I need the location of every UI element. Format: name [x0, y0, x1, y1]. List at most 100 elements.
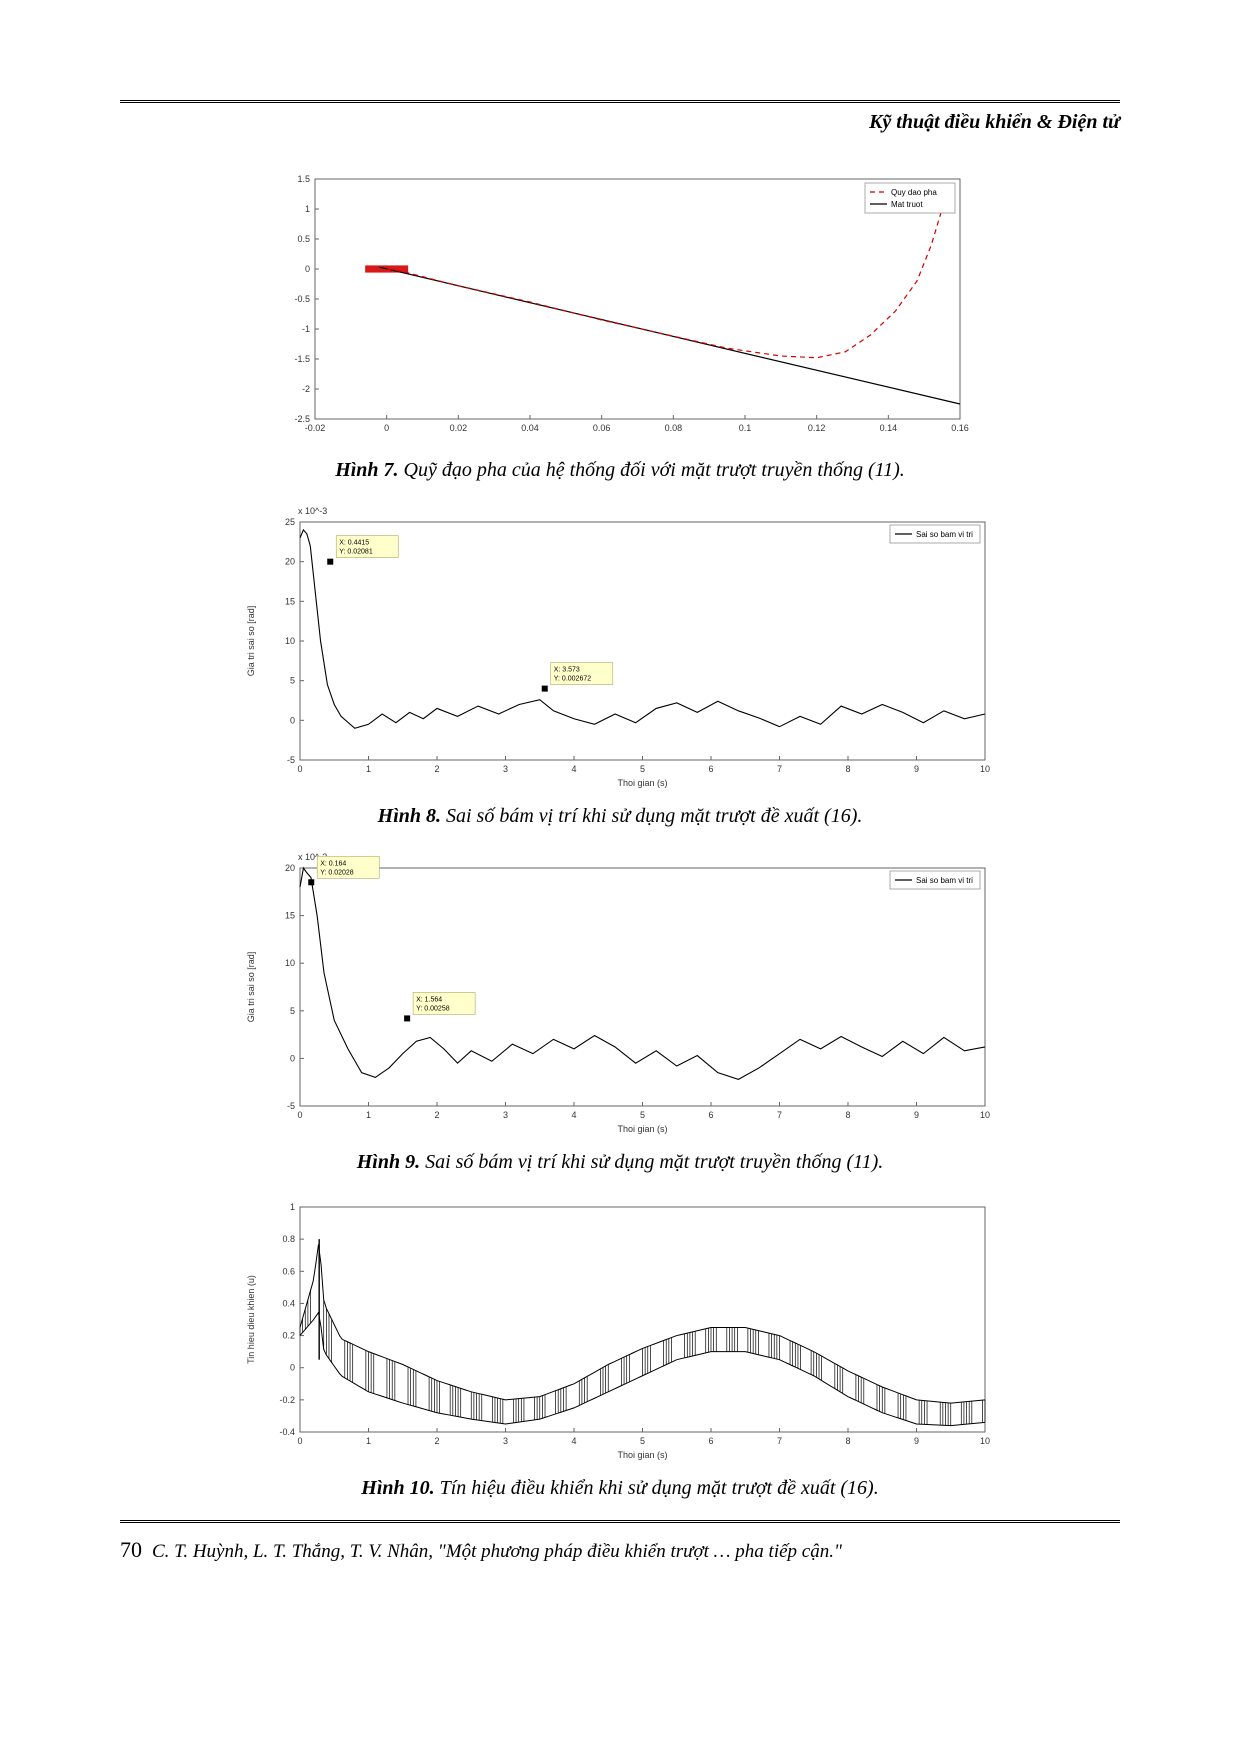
svg-text:0.04: 0.04: [521, 423, 539, 433]
svg-text:0.6: 0.6: [282, 1266, 295, 1276]
svg-text:Gia tri sai so [rad]: Gia tri sai so [rad]: [246, 606, 256, 677]
svg-text:-1.5: -1.5: [294, 354, 310, 364]
svg-text:8: 8: [845, 1110, 850, 1120]
svg-text:1: 1: [366, 1436, 371, 1446]
fig7-caption: Hình 7. Quỹ đạo pha của hệ thống đối với…: [120, 459, 1120, 482]
svg-text:-0.5: -0.5: [294, 294, 310, 304]
svg-text:-0.02: -0.02: [305, 423, 326, 433]
svg-text:0.2: 0.2: [282, 1331, 295, 1341]
svg-text:15: 15: [285, 911, 295, 921]
fig9-caption: Hình 9. Sai số bám vị trí khi sử dụng mặ…: [120, 1151, 1120, 1174]
svg-text:X: 0.164: X: 0.164: [320, 860, 346, 867]
svg-text:-1: -1: [302, 324, 310, 334]
svg-text:25: 25: [285, 517, 295, 527]
svg-text:0: 0: [297, 764, 302, 774]
fig7-chart: -0.0200.020.040.060.080.10.120.140.16-2.…: [260, 164, 980, 444]
svg-text:0.08: 0.08: [665, 423, 683, 433]
svg-text:7: 7: [777, 764, 782, 774]
svg-text:6: 6: [708, 1436, 713, 1446]
svg-text:10: 10: [980, 1436, 990, 1446]
svg-text:6: 6: [708, 1110, 713, 1120]
svg-text:-5: -5: [287, 755, 295, 765]
svg-text:10: 10: [285, 958, 295, 968]
svg-text:7: 7: [777, 1110, 782, 1120]
svg-text:9: 9: [914, 764, 919, 774]
svg-text:0.16: 0.16: [951, 423, 969, 433]
svg-text:1: 1: [366, 764, 371, 774]
footer-text: C. T. Huỳnh, L. T. Thắng, T. V. Nhân, "M…: [152, 1541, 842, 1563]
figure-9: 012345678910-505101520x 10^-3Thoi gian (…: [120, 846, 1120, 1141]
svg-text:0.8: 0.8: [282, 1234, 295, 1244]
svg-text:5: 5: [640, 1436, 645, 1446]
svg-text:20: 20: [285, 863, 295, 873]
svg-text:Thoi gian (s): Thoi gian (s): [617, 778, 667, 788]
svg-text:10: 10: [285, 636, 295, 646]
svg-text:-5: -5: [287, 1101, 295, 1111]
svg-text:4: 4: [571, 1110, 576, 1120]
svg-text:-2.5: -2.5: [294, 414, 310, 424]
svg-text:Y: 0.02028: Y: 0.02028: [320, 869, 354, 876]
svg-text:Quy dao pha: Quy dao pha: [891, 188, 937, 197]
svg-text:5: 5: [290, 1006, 295, 1016]
svg-text:0.14: 0.14: [880, 423, 898, 433]
svg-text:2: 2: [434, 764, 439, 774]
fig8-chart: 012345678910-50510152025x 10^-3Thoi gian…: [240, 500, 1000, 790]
footer-rule: [120, 1520, 1120, 1523]
header-rule: [120, 100, 1120, 103]
fig9-chart: 012345678910-505101520x 10^-3Thoi gian (…: [240, 846, 1000, 1136]
svg-text:0.02: 0.02: [450, 423, 468, 433]
svg-text:0: 0: [290, 1363, 295, 1373]
svg-text:3: 3: [503, 1436, 508, 1446]
svg-text:10: 10: [980, 764, 990, 774]
svg-text:0.1: 0.1: [739, 423, 752, 433]
svg-text:0: 0: [290, 1053, 295, 1063]
header-text: Kỹ thuật điều khiển & Điện tử: [120, 111, 1120, 134]
svg-text:3: 3: [503, 764, 508, 774]
svg-text:0: 0: [297, 1110, 302, 1120]
svg-text:1: 1: [290, 1202, 295, 1212]
svg-text:4: 4: [571, 1436, 576, 1446]
svg-text:10: 10: [980, 1110, 990, 1120]
svg-text:15: 15: [285, 596, 295, 606]
svg-text:20: 20: [285, 557, 295, 567]
svg-text:0: 0: [297, 1436, 302, 1446]
svg-text:X: 1.564: X: 1.564: [416, 996, 442, 1003]
svg-text:0: 0: [384, 423, 389, 433]
figure-10: 0 1 2 3 4 5 6 7 8 9 10 -0.4 -0.2 0 0.2 0.4 0.6 0.8 1 Thoi g…: [120, 1192, 1120, 1467]
svg-text:1: 1: [366, 1110, 371, 1120]
svg-text:Sai so bam vi tri: Sai so bam vi tri: [916, 530, 973, 539]
svg-text:Mat truot: Mat truot: [891, 200, 923, 209]
svg-text:7: 7: [777, 1436, 782, 1446]
svg-text:9: 9: [914, 1436, 919, 1446]
svg-text:1.5: 1.5: [297, 174, 310, 184]
svg-text:X: 0.4415: X: 0.4415: [339, 540, 369, 547]
svg-text:5: 5: [640, 1110, 645, 1120]
svg-text:5: 5: [640, 764, 645, 774]
svg-text:0.12: 0.12: [808, 423, 826, 433]
svg-text:-0.2: -0.2: [279, 1395, 295, 1405]
svg-text:1: 1: [305, 204, 310, 214]
svg-text:8: 8: [845, 1436, 850, 1446]
svg-text:X: 3.573: X: 3.573: [554, 667, 580, 674]
fig8-caption: Hình 8. Sai số bám vị trí khi sử dụng mặ…: [120, 805, 1120, 828]
svg-text:Gia tri sai so [rad]: Gia tri sai so [rad]: [246, 952, 256, 1023]
svg-text:4: 4: [571, 764, 576, 774]
figure-8: 012345678910-50510152025x 10^-3Thoi gian…: [120, 500, 1120, 795]
svg-text:0.4: 0.4: [282, 1298, 295, 1308]
svg-text:2: 2: [434, 1436, 439, 1446]
fig10-caption: Hình 10. Tín hiệu điều khiển khi sử dụng…: [120, 1477, 1120, 1500]
svg-text:Thoi gian (s): Thoi gian (s): [617, 1450, 667, 1460]
svg-text:9: 9: [914, 1110, 919, 1120]
svg-text:-0.4: -0.4: [279, 1427, 295, 1437]
svg-text:x 10^-3: x 10^-3: [298, 506, 327, 516]
svg-text:5: 5: [290, 676, 295, 686]
svg-text:6: 6: [708, 764, 713, 774]
footer: 70 C. T. Huỳnh, L. T. Thắng, T. V. Nhân,…: [120, 1537, 1120, 1563]
svg-text:Y: 0.002672: Y: 0.002672: [554, 676, 591, 683]
svg-text:Sai so bam vi tri: Sai so bam vi tri: [916, 876, 973, 885]
svg-text:8: 8: [845, 764, 850, 774]
svg-text:0: 0: [290, 715, 295, 725]
svg-text:3: 3: [503, 1110, 508, 1120]
fig10-chart: 0 1 2 3 4 5 6 7 8 9 10 -0.4 -0.2 0 0.2 0.4 0.6 0.8 1 Thoi g…: [240, 1192, 1000, 1462]
svg-text:Y: 0.02081: Y: 0.02081: [339, 549, 373, 556]
